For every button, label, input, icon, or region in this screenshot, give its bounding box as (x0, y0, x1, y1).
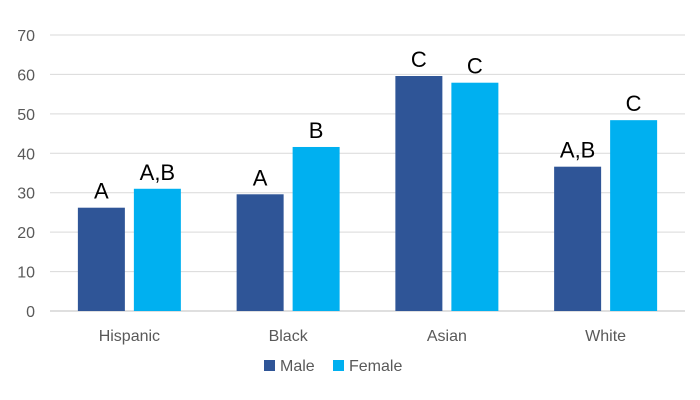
y-tick-label: 50 (17, 107, 35, 124)
bar-male-white (554, 166, 602, 311)
y-axis-ticks: 0 10 20 30 40 50 60 70 (17, 28, 35, 321)
data-label: C (626, 91, 642, 116)
data-label: B (309, 118, 324, 143)
data-labels: A A,B A B C C A,B C (94, 47, 642, 204)
category-label: Black (269, 328, 309, 345)
y-tick-label: 60 (17, 67, 35, 84)
bar-male-asian (395, 76, 443, 312)
data-label: C (411, 47, 427, 72)
legend-label-male: Male (280, 358, 315, 375)
category-label: Asian (427, 328, 467, 345)
bar-male-black (236, 194, 284, 311)
data-label: C (467, 54, 483, 79)
bar-male-hispanic (77, 207, 125, 311)
y-tick-label: 40 (17, 146, 35, 163)
data-label: A,B (140, 160, 175, 185)
y-tick-label: 10 (17, 265, 35, 282)
category-label: Hispanic (99, 328, 160, 345)
legend-label-female: Female (349, 358, 402, 375)
data-label: A (253, 165, 268, 190)
legend-swatch-female (333, 360, 344, 371)
bar-female-hispanic (133, 188, 181, 311)
y-tick-label: 20 (17, 225, 35, 242)
y-tick-label: 70 (17, 28, 35, 45)
data-label: A,B (560, 138, 595, 163)
y-tick-label: 0 (26, 304, 35, 321)
y-tick-label: 30 (17, 186, 35, 203)
bar-female-black (292, 146, 340, 311)
x-axis-categories: Hispanic Black Asian White (99, 328, 626, 345)
bars (77, 76, 658, 312)
legend: Male Female (264, 358, 402, 375)
legend-swatch-male (264, 360, 275, 371)
bar-female-white (610, 120, 658, 311)
data-label: A (94, 179, 109, 204)
bar-female-asian (451, 82, 499, 311)
category-label: White (585, 328, 626, 345)
